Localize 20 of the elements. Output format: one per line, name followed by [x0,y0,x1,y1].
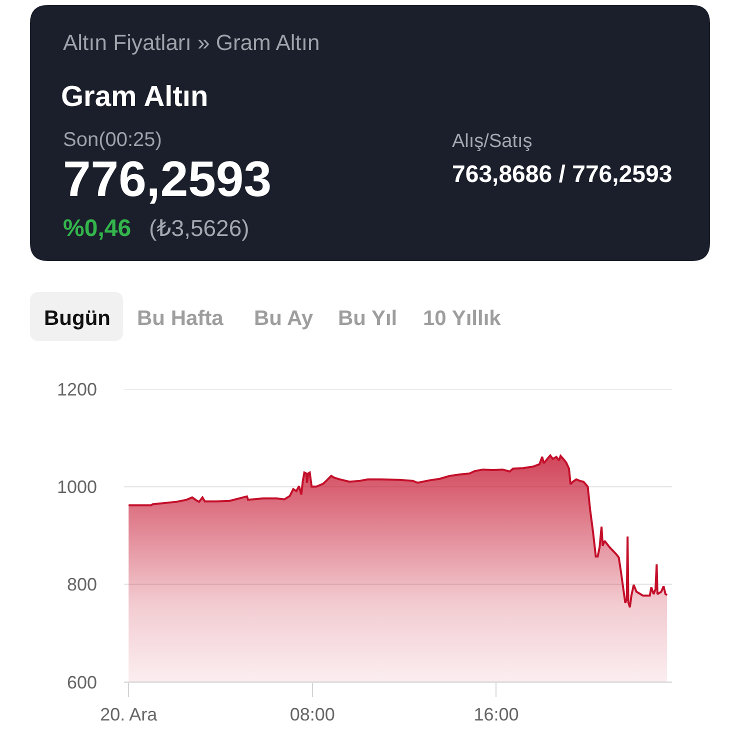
chart-title: Gram Altın [61,81,208,114]
text: Bu Yıl [338,307,398,330]
text: 776,2593 [63,151,272,207]
text: Bu Ay [254,307,314,330]
y-tick-label: 600 [66,672,97,692]
text: 763,8686 / 776,2593 [452,161,672,188]
y-tick-label: 1200 [56,379,97,400]
text: Bu Hafta [137,307,224,330]
text: %0,46 [63,215,132,242]
text: Altın Fiyatları » Gram Altın [63,30,320,55]
x-tick-label: 16:00 [474,704,519,725]
y-tick-label: 1000 [56,476,97,497]
x-tick-label: 08:00 [290,704,335,725]
text: Alış/Satış [452,131,532,152]
text: Bugün [44,307,110,330]
text: Son(00:25) [63,129,162,151]
y-tick-label: 800 [66,574,97,595]
text: 10 Yıllık [423,307,502,330]
text: (₺3,5626) [149,215,250,241]
x-tick-label: 20. Ara [100,704,158,725]
